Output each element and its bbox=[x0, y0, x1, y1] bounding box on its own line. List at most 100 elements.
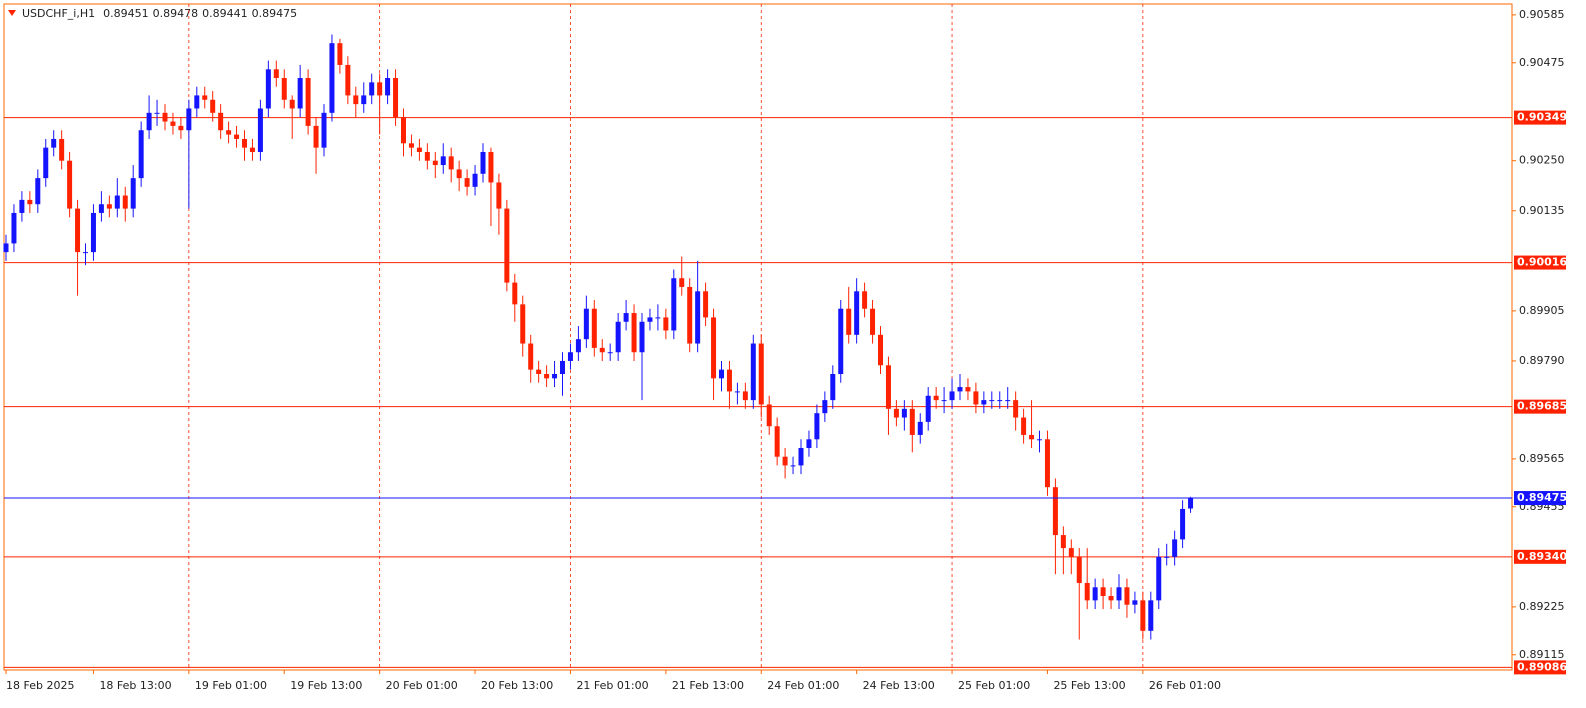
level-label-box bbox=[1514, 549, 1566, 564]
candle-body bbox=[989, 400, 995, 402]
candle-body bbox=[862, 291, 868, 309]
candle-body bbox=[114, 195, 120, 209]
candle-body bbox=[67, 160, 73, 209]
candle-body bbox=[202, 95, 208, 100]
candle-body bbox=[313, 125, 319, 148]
candle-body bbox=[838, 308, 844, 374]
candle-body bbox=[981, 400, 987, 405]
candle-body bbox=[575, 339, 581, 353]
candle-body bbox=[552, 374, 558, 379]
candle-body bbox=[51, 138, 57, 148]
candle-body bbox=[83, 252, 88, 254]
candle-body bbox=[949, 391, 955, 401]
y-tick-label: 0.89225 bbox=[1519, 600, 1565, 613]
candle-body bbox=[1100, 587, 1106, 596]
x-tick-label: 19 Feb 13:00 bbox=[290, 679, 362, 692]
level-label: 0.89685 bbox=[1517, 400, 1567, 413]
x-tick-label: 24 Feb 01:00 bbox=[767, 679, 839, 692]
candle-body bbox=[106, 204, 112, 209]
chart-title: USDCHF_i,H1 bbox=[22, 7, 95, 20]
candle-body bbox=[154, 112, 160, 114]
x-tick-label: 25 Feb 01:00 bbox=[958, 679, 1030, 692]
candle-body bbox=[1037, 439, 1042, 441]
candle-body bbox=[504, 208, 510, 283]
level-label-box bbox=[1514, 660, 1566, 675]
x-tick-label: 24 Feb 13:00 bbox=[863, 679, 935, 692]
candle-body bbox=[1172, 539, 1178, 557]
candle-body bbox=[615, 321, 621, 353]
candle-body bbox=[1132, 600, 1138, 605]
candle-body bbox=[941, 400, 947, 402]
candle-body bbox=[337, 43, 343, 65]
candle-body bbox=[19, 199, 25, 213]
candle-body bbox=[512, 282, 518, 305]
candle-body bbox=[226, 130, 232, 135]
candle-body bbox=[1188, 498, 1194, 509]
candle-body bbox=[27, 199, 33, 205]
candle-body bbox=[1076, 556, 1082, 583]
header: USDCHF_i,H1 bbox=[8, 7, 95, 20]
candle-body bbox=[925, 395, 931, 422]
candle-body bbox=[997, 400, 1003, 402]
candle-body bbox=[973, 391, 979, 405]
candle-body bbox=[170, 121, 176, 126]
candle-body bbox=[798, 448, 804, 466]
candle-body bbox=[679, 278, 685, 287]
x-tick-label: 20 Feb 01:00 bbox=[386, 679, 458, 692]
x-tick-label: 18 Feb 13:00 bbox=[99, 679, 171, 692]
candle-body bbox=[146, 112, 152, 131]
candle-body bbox=[456, 169, 462, 179]
candle-body bbox=[401, 117, 406, 144]
candle-body bbox=[488, 152, 494, 183]
candle-body bbox=[297, 78, 303, 109]
candle-body bbox=[1060, 535, 1066, 549]
candle-body bbox=[567, 352, 573, 361]
candle-body bbox=[583, 308, 589, 340]
candle-body bbox=[186, 108, 192, 131]
candle-body bbox=[544, 374, 550, 379]
level-label-box bbox=[1514, 399, 1566, 414]
candle-body bbox=[1068, 548, 1074, 557]
candle-body bbox=[1108, 596, 1114, 601]
candle-body bbox=[1021, 417, 1027, 435]
candle-body bbox=[695, 291, 701, 344]
candle-body bbox=[472, 173, 478, 187]
x-tick-label: 19 Feb 01:00 bbox=[195, 679, 267, 692]
candle-body bbox=[138, 130, 144, 179]
candle-body bbox=[432, 160, 438, 166]
x-tick-label: 26 Feb 01:00 bbox=[1149, 679, 1221, 692]
candle-body bbox=[385, 78, 391, 96]
x-tick-label: 21 Feb 01:00 bbox=[576, 679, 648, 692]
candle-body bbox=[591, 308, 597, 348]
candle-body bbox=[210, 99, 216, 113]
header-arrow bbox=[8, 10, 16, 16]
candle-body bbox=[464, 178, 470, 187]
y-tick-label: 0.89115 bbox=[1519, 648, 1565, 661]
candle-body bbox=[361, 95, 367, 105]
candle-body bbox=[528, 343, 534, 370]
candle-body bbox=[393, 78, 399, 118]
candle-body bbox=[870, 308, 876, 335]
candle-body bbox=[448, 156, 454, 170]
candle-body bbox=[719, 369, 724, 379]
candle-body bbox=[520, 304, 526, 344]
candle-body bbox=[1092, 587, 1098, 601]
candle-body bbox=[782, 456, 788, 466]
y-tick-label: 0.90250 bbox=[1519, 154, 1565, 167]
candle-body bbox=[909, 408, 915, 435]
candle-body bbox=[822, 400, 828, 414]
y-tick-label: 0.89565 bbox=[1519, 452, 1565, 465]
candle-body bbox=[59, 138, 65, 161]
candle-body bbox=[639, 321, 645, 353]
candle-body bbox=[11, 212, 17, 244]
candle-body bbox=[1084, 582, 1090, 601]
candle-body bbox=[353, 95, 359, 105]
x-tick-label: 20 Feb 13:00 bbox=[481, 679, 553, 692]
candle-body bbox=[130, 178, 136, 209]
candle-body bbox=[830, 374, 836, 401]
candle-body bbox=[766, 404, 772, 427]
candle-body bbox=[893, 408, 899, 418]
candle-body bbox=[75, 208, 81, 253]
candle-body bbox=[249, 147, 255, 152]
candle-body bbox=[35, 178, 41, 205]
